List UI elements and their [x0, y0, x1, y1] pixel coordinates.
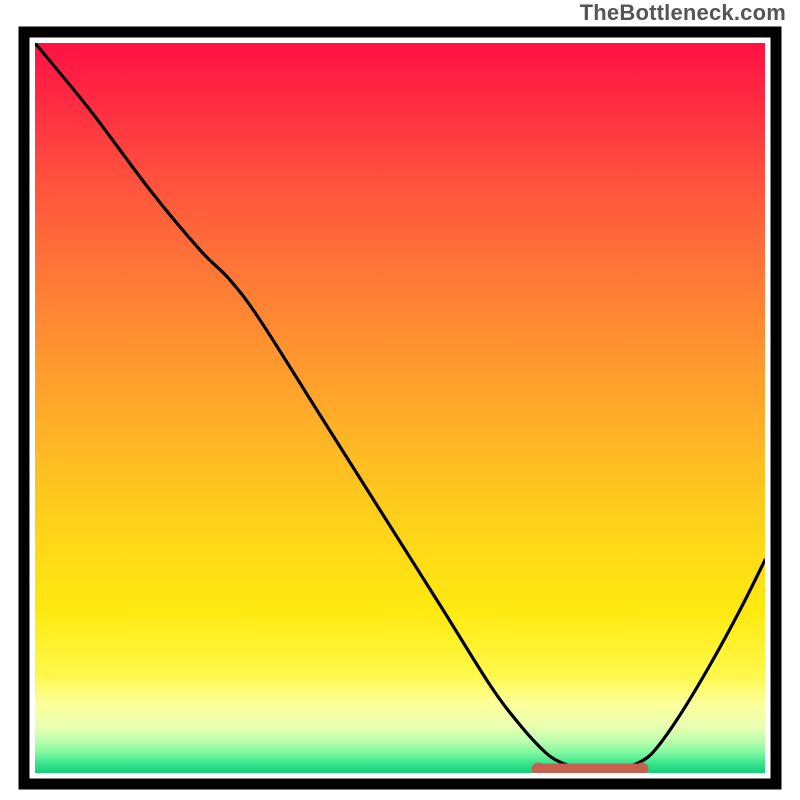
chart-stage: TheBottleneck.com: [0, 0, 800, 800]
watermark-label: TheBottleneck.com: [580, 0, 786, 26]
optimal-range-marker: [532, 763, 649, 776]
plot-gradient-fill: [35, 43, 765, 773]
chart-svg: [0, 0, 800, 800]
